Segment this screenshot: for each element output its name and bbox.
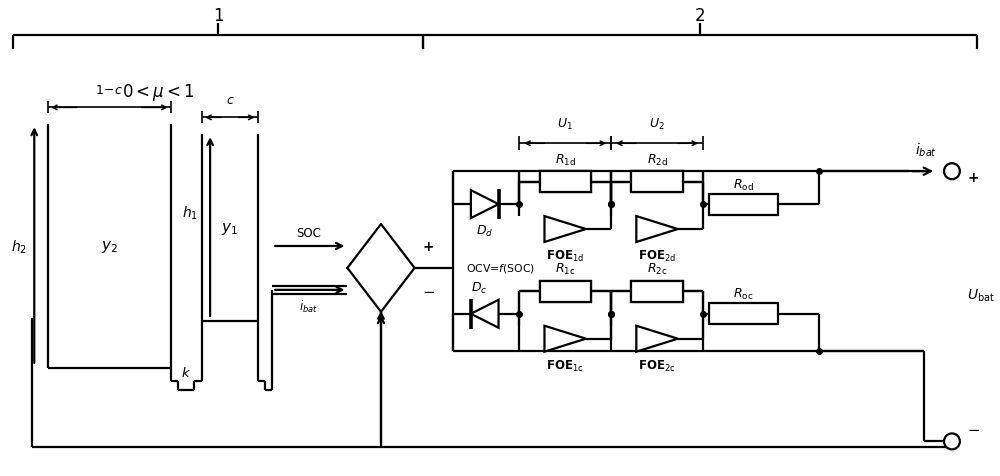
Text: $i_{bat}$: $i_{bat}$	[299, 298, 318, 314]
Text: $c$: $c$	[226, 94, 234, 107]
Polygon shape	[544, 326, 586, 352]
Text: $D_c$: $D_c$	[471, 281, 487, 296]
Bar	[540, 172, 591, 193]
Bar	[540, 172, 591, 193]
Polygon shape	[347, 225, 415, 312]
Polygon shape	[471, 191, 499, 218]
Text: $D_d$: $D_d$	[476, 223, 493, 238]
Bar	[709, 304, 778, 325]
Text: $U_{\mathrm{bat}}$: $U_{\mathrm{bat}}$	[967, 287, 995, 303]
Text: $R_{\mathrm{oc}}$: $R_{\mathrm{oc}}$	[733, 287, 754, 302]
Text: $1\!-\!c$: $1\!-\!c$	[95, 84, 123, 97]
Text: $U_2$: $U_2$	[649, 117, 665, 131]
Circle shape	[944, 434, 960, 449]
Text: $R_{\mathrm{od}}$: $R_{\mathrm{od}}$	[733, 177, 754, 192]
Text: $y_2$: $y_2$	[101, 238, 118, 255]
Text: $R_{\mathrm{1d}}$: $R_{\mathrm{1d}}$	[555, 152, 576, 168]
Text: $0 < \mu < 1$: $0 < \mu < 1$	[122, 82, 195, 103]
Text: $R_{\mathrm{1c}}$: $R_{\mathrm{1c}}$	[555, 262, 575, 277]
Text: FOE$_{\mathrm{1d}}$: FOE$_{\mathrm{1d}}$	[546, 249, 584, 264]
Text: $U_1$: $U_1$	[557, 117, 573, 131]
Text: SOC: SOC	[296, 226, 321, 239]
Text: 2: 2	[695, 7, 705, 25]
Polygon shape	[544, 217, 586, 242]
Text: $h_1$: $h_1$	[182, 205, 198, 222]
Bar	[709, 194, 778, 215]
Text: 1: 1	[213, 7, 223, 25]
Bar	[631, 172, 683, 193]
Text: $i_{bat}$: $i_{bat}$	[915, 141, 937, 159]
Text: +: +	[968, 171, 979, 185]
Text: $-$: $-$	[422, 283, 435, 298]
Text: $h_2$: $h_2$	[11, 238, 27, 255]
Bar	[631, 281, 683, 302]
Text: FOE$_{\mathrm{2d}}$: FOE$_{\mathrm{2d}}$	[638, 249, 676, 264]
Polygon shape	[471, 300, 499, 328]
Bar	[540, 281, 591, 302]
Text: $y_1$: $y_1$	[221, 220, 238, 236]
Text: FOE$_{\mathrm{1c}}$: FOE$_{\mathrm{1c}}$	[546, 358, 584, 373]
Bar	[631, 172, 683, 193]
Text: $-$: $-$	[967, 420, 980, 435]
Text: $k$: $k$	[181, 365, 191, 379]
Bar	[631, 281, 683, 302]
Text: +: +	[423, 239, 434, 253]
Bar	[540, 281, 591, 302]
Circle shape	[944, 164, 960, 180]
Text: $R_{\mathrm{2c}}$: $R_{\mathrm{2c}}$	[647, 262, 667, 277]
Polygon shape	[636, 217, 678, 242]
Polygon shape	[636, 326, 678, 352]
Text: OCV=$f$(SOC): OCV=$f$(SOC)	[466, 262, 535, 275]
Text: FOE$_{\mathrm{2c}}$: FOE$_{\mathrm{2c}}$	[638, 358, 676, 373]
Text: $R_{\mathrm{2d}}$: $R_{\mathrm{2d}}$	[647, 152, 668, 168]
